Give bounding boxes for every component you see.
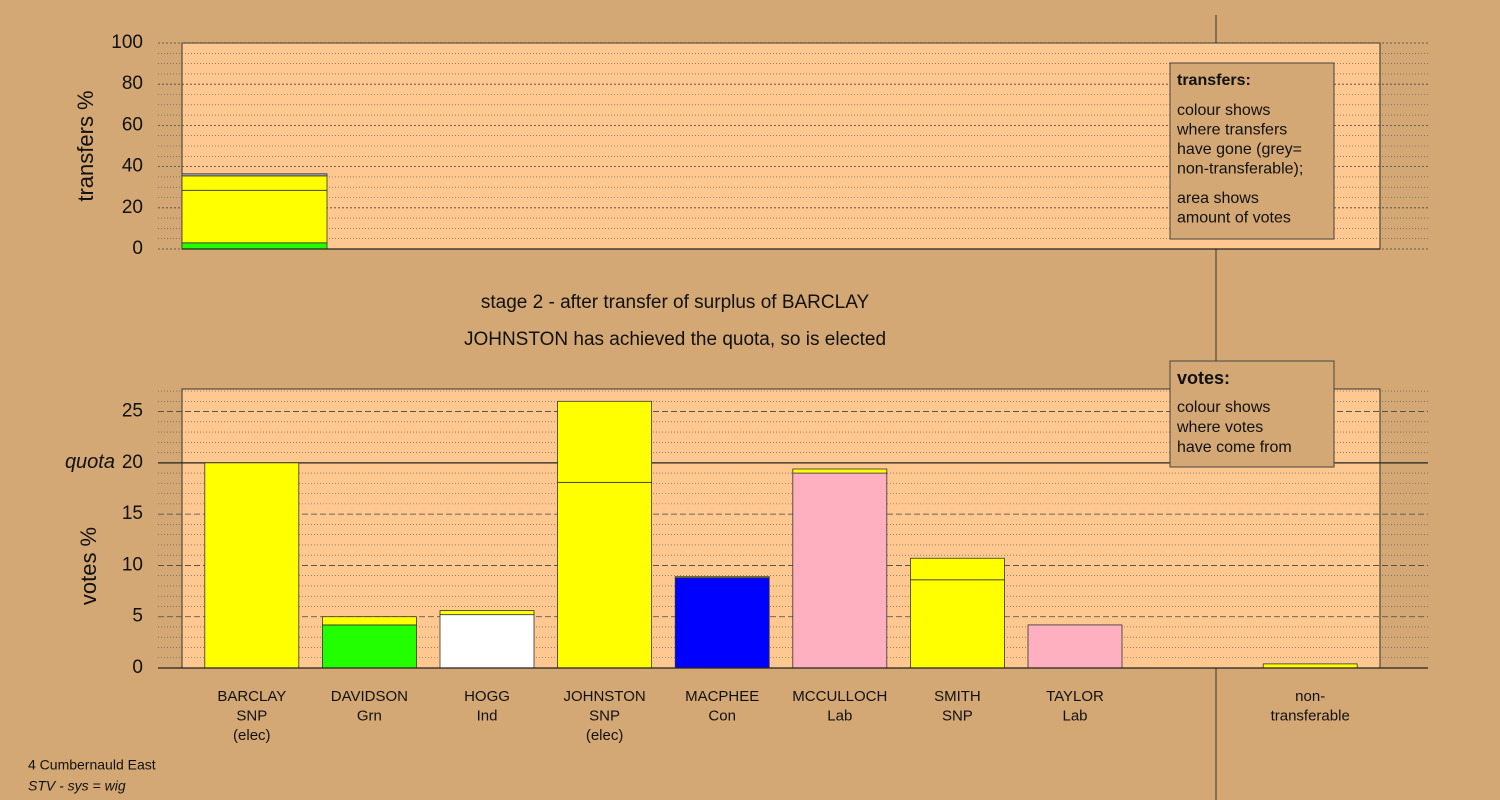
legend-title: transfers: bbox=[1177, 72, 1251, 89]
y-tick-label: 25 bbox=[122, 401, 143, 422]
legend-text: have gone (grey= bbox=[1177, 141, 1302, 158]
y-tick-label: 20 bbox=[122, 197, 143, 218]
bar-segment bbox=[1027, 624, 1123, 669]
x-tick-label: Con bbox=[708, 707, 736, 724]
x-tick-label: SNP bbox=[236, 707, 267, 724]
bar-segment bbox=[910, 579, 1005, 669]
y-tick-label: 5 bbox=[132, 606, 143, 627]
y-tick-label: 100 bbox=[111, 32, 143, 53]
bar-segment bbox=[321, 616, 417, 626]
legend-text: where transfers bbox=[1176, 122, 1287, 139]
y-tick-label: 10 bbox=[122, 554, 143, 575]
bar-segment bbox=[181, 173, 328, 177]
bar-segment bbox=[439, 614, 535, 669]
legend-box bbox=[1169, 62, 1335, 240]
x-tick-label: SNP bbox=[589, 707, 620, 724]
bar-segment bbox=[792, 472, 888, 669]
y-tick-label: 40 bbox=[122, 156, 143, 177]
legend-text: area shows bbox=[1177, 190, 1259, 207]
y-tick-label: 20 bbox=[122, 452, 143, 473]
x-tick-label: (elec) bbox=[233, 727, 271, 744]
legend-text: amount of votes bbox=[1177, 210, 1291, 227]
x-tick-label: non- bbox=[1295, 688, 1325, 705]
x-tick-label: transferable bbox=[1271, 707, 1350, 724]
bar-segment bbox=[557, 400, 652, 483]
y-tick-label: 80 bbox=[122, 73, 143, 94]
x-tick-label: (elec) bbox=[586, 727, 624, 744]
legend-title: votes: bbox=[1177, 368, 1230, 388]
x-tick-label: BARCLAY bbox=[217, 688, 286, 705]
x-tick-label: TAYLOR bbox=[1046, 688, 1104, 705]
bar-segment bbox=[674, 576, 770, 579]
legend-text: colour shows bbox=[1177, 399, 1270, 416]
y-axis-label: votes % bbox=[76, 527, 101, 605]
legend-text: non-transferable); bbox=[1177, 161, 1303, 178]
bar-segment bbox=[439, 610, 535, 616]
x-tick-label: JOHNSTON bbox=[563, 688, 645, 705]
x-tick-label: DAVIDSON bbox=[331, 688, 408, 705]
x-tick-label: SNP bbox=[942, 707, 973, 724]
y-axis-label: transfers % bbox=[73, 90, 98, 201]
x-tick-label: Grn bbox=[357, 707, 382, 724]
bar-segment bbox=[1262, 663, 1358, 669]
legend-text: colour shows bbox=[1177, 102, 1270, 119]
bar-segment bbox=[181, 175, 328, 191]
chart-subtitle: JOHNSTON has achieved the quota, so is e… bbox=[464, 329, 886, 350]
bar-segment bbox=[910, 557, 1005, 581]
bar-segment bbox=[557, 481, 652, 669]
x-tick-label: Lab bbox=[1062, 707, 1087, 724]
bar-segment bbox=[181, 242, 328, 250]
x-tick-label: MACPHEE bbox=[685, 688, 759, 705]
y-tick-label: 60 bbox=[122, 114, 143, 135]
y-tick-label: 15 bbox=[122, 503, 143, 524]
bar-segment bbox=[674, 577, 770, 669]
footer-system: STV - sys = wig bbox=[28, 778, 126, 794]
y-tick-label: 0 bbox=[132, 657, 143, 678]
bar-segment bbox=[792, 468, 888, 474]
legend-text: have come from bbox=[1177, 439, 1292, 456]
x-tick-label: HOGG bbox=[464, 688, 510, 705]
x-tick-label: Lab bbox=[827, 707, 852, 724]
quota-label: quota bbox=[65, 451, 115, 473]
bar-segment bbox=[321, 624, 417, 669]
bar-segment bbox=[181, 189, 328, 244]
footer-area: 4 Cumbernauld East bbox=[28, 757, 156, 773]
legend-box bbox=[1169, 360, 1335, 468]
bar-segment bbox=[204, 462, 300, 669]
x-tick-label: SMITH bbox=[934, 688, 981, 705]
x-tick-label: Ind bbox=[477, 707, 498, 724]
legend-text: where votes bbox=[1176, 419, 1263, 436]
x-tick-label: MCCULLOCH bbox=[792, 688, 887, 705]
chart-title: stage 2 - after transfer of surplus of B… bbox=[481, 292, 870, 313]
y-tick-label: 0 bbox=[132, 238, 143, 259]
